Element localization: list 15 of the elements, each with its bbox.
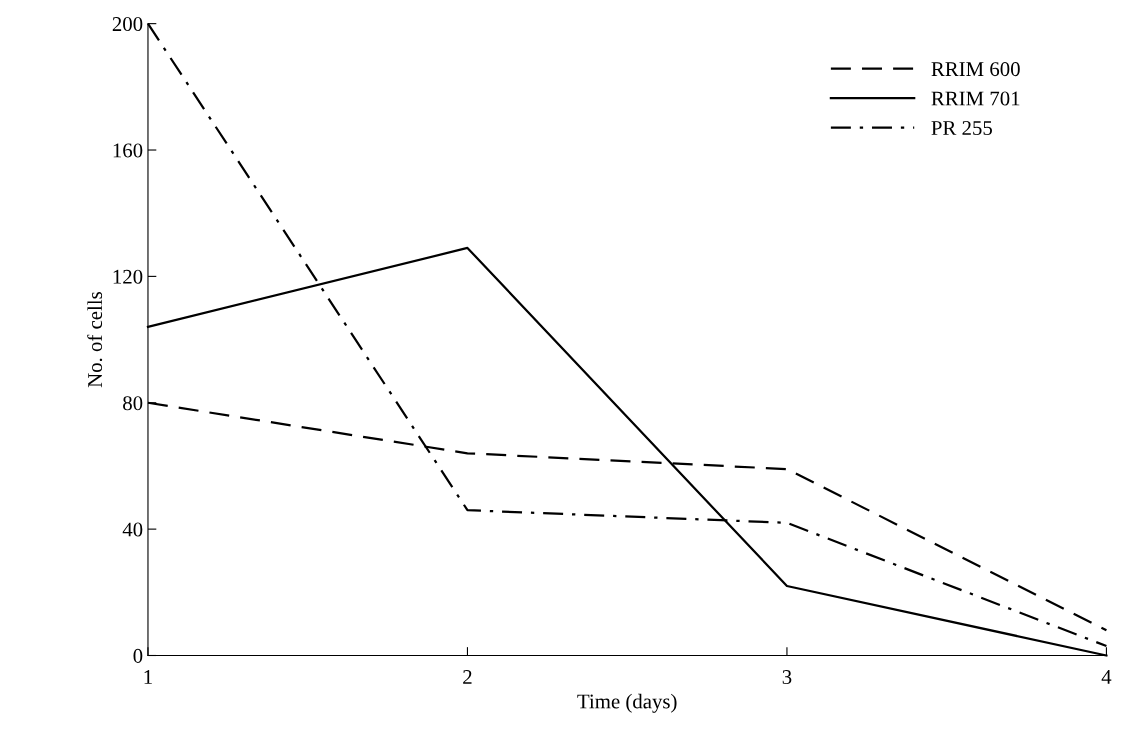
y-tick-label: 80 <box>123 396 143 411</box>
legend-label: PR 255 <box>931 121 992 136</box>
x-tick-label: 4 <box>1101 670 1112 684</box>
x-tick-label: 2 <box>463 670 472 684</box>
y-tick-label: 160 <box>113 143 143 158</box>
x-tick-label: 1 <box>144 670 152 684</box>
y-tick-label: 120 <box>113 269 143 284</box>
y-tick-label: 0 <box>133 648 143 663</box>
x-axis-title: Time (days) <box>577 693 677 713</box>
y-axis-title: No. of cells <box>87 292 103 388</box>
x-tick-label: 3 <box>782 670 792 685</box>
y-tick-label: 200 <box>112 17 143 32</box>
legend-label: RRIM 600 <box>931 62 1020 77</box>
legend-label: RRIM 701 <box>931 91 1020 106</box>
y-tick-label: 40 <box>122 522 143 537</box>
